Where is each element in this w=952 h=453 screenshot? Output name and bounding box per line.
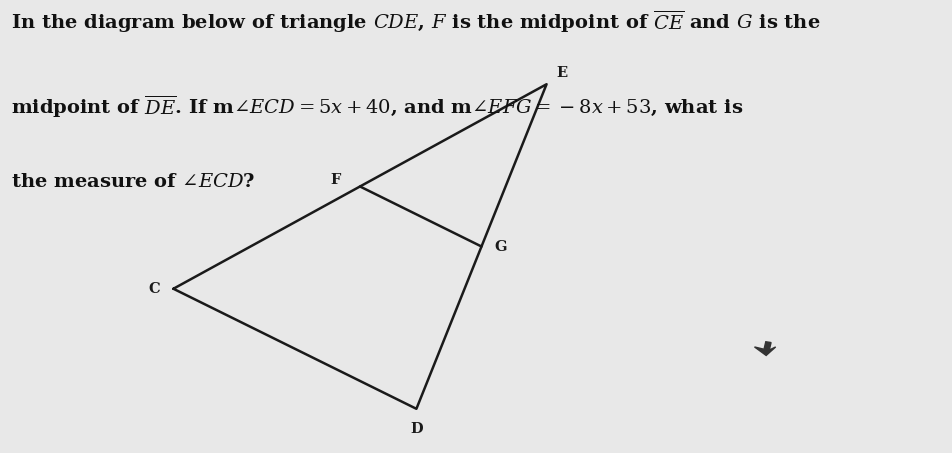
Text: E: E <box>556 66 567 80</box>
Text: G: G <box>494 240 506 254</box>
Polygon shape <box>754 342 775 356</box>
Text: midpoint of $\overline{DE}$. If m$\angle ECD = 5x + 40$, and m$\angle EFG = -8x : midpoint of $\overline{DE}$. If m$\angle… <box>11 93 743 120</box>
Text: In the diagram below of triangle $CDE$, $F$ is the midpoint of $\overline{CE}$ a: In the diagram below of triangle $CDE$, … <box>11 9 820 35</box>
Text: the measure of $\angle ECD$?: the measure of $\angle ECD$? <box>11 173 255 191</box>
Text: C: C <box>149 282 160 296</box>
Text: F: F <box>330 173 341 187</box>
Text: D: D <box>409 422 423 436</box>
